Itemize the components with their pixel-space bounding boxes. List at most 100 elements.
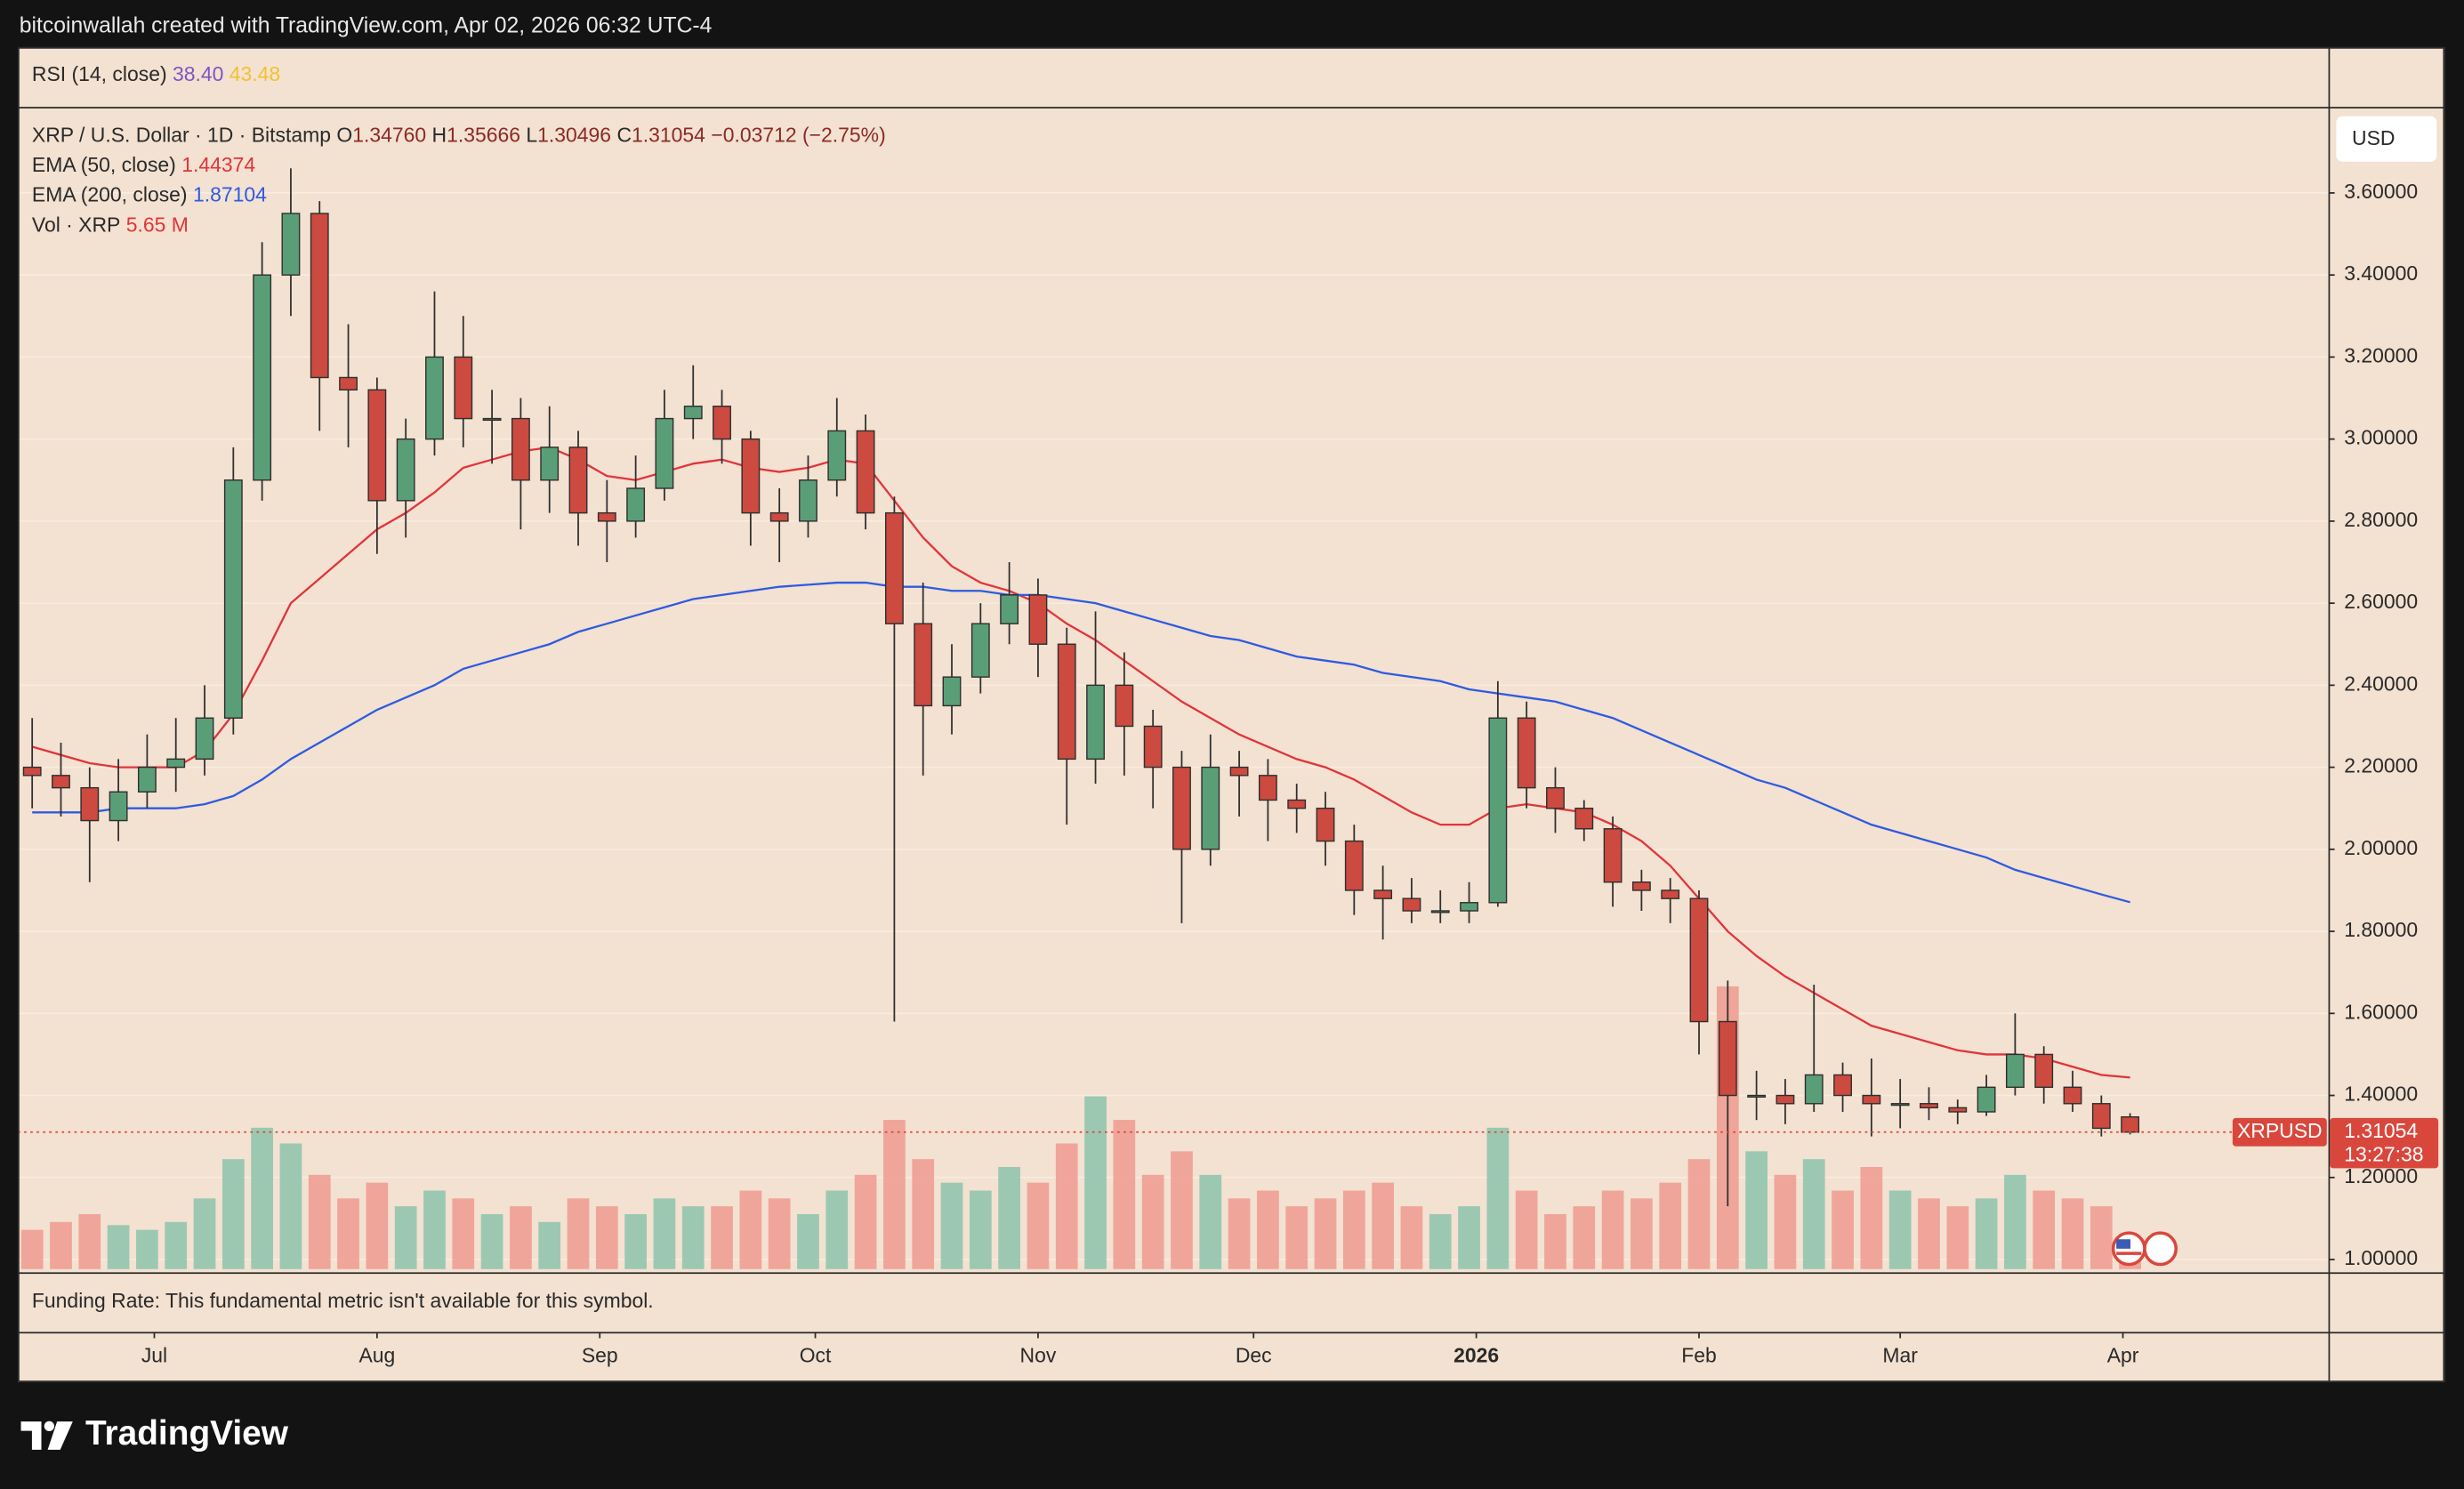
symbol-tag xyxy=(2232,1117,2327,1147)
volume-bar xyxy=(681,1206,705,1269)
candle-body xyxy=(1316,808,1335,842)
y-tick-label: 3.00000 xyxy=(2344,426,2418,449)
legend-value: 1.87104 xyxy=(193,183,267,206)
candle-body xyxy=(2121,1116,2140,1133)
currency-label: USD xyxy=(2352,126,2395,149)
volume-bar xyxy=(1975,1198,1998,1269)
y-tick-label: 2.80000 xyxy=(2344,508,2418,531)
flag-icon xyxy=(2143,1231,2178,1267)
ema-line xyxy=(32,581,2130,904)
volume-bar xyxy=(1027,1182,1050,1269)
ohlc-value: 1.30496 xyxy=(537,124,611,147)
volume-bars xyxy=(20,986,2141,1269)
volume-bar xyxy=(1084,1096,1107,1269)
volume-bar xyxy=(337,1198,359,1269)
x-tick-label: Feb xyxy=(1681,1344,1717,1367)
candle-body xyxy=(1430,910,1450,914)
volume-bar xyxy=(1573,1206,1596,1269)
candle-body xyxy=(1977,1086,1996,1113)
volume-bar xyxy=(797,1213,819,1269)
volume-bar xyxy=(107,1225,130,1269)
candle-body xyxy=(568,447,588,514)
candle-body xyxy=(1747,1094,1767,1099)
candle-body xyxy=(1804,1074,1824,1105)
volume-bar xyxy=(711,1206,733,1269)
x-tick-label: Apr xyxy=(2107,1344,2139,1367)
candle-body xyxy=(1258,775,1277,801)
x-tick-label: Aug xyxy=(358,1344,395,1367)
currency-button[interactable] xyxy=(2336,116,2437,162)
change: −0.03712 (−2.75%) xyxy=(711,124,885,147)
volume-bar xyxy=(1687,1159,1711,1269)
volume-bar xyxy=(2004,1174,2026,1269)
volume-bar xyxy=(165,1221,188,1269)
x-tick-label: Sep xyxy=(582,1344,618,1367)
volume-bar xyxy=(1631,1198,1653,1269)
candle-body xyxy=(1488,717,1508,904)
volume-bar xyxy=(825,1190,849,1269)
candle-body xyxy=(1287,799,1307,809)
logo-mark xyxy=(44,1421,54,1432)
candle-body xyxy=(1862,1094,1881,1105)
candle-body xyxy=(1115,684,1134,728)
candle-body xyxy=(655,417,674,489)
candles xyxy=(22,168,2140,1207)
volume-bar xyxy=(20,1229,44,1269)
volume-bar xyxy=(251,1127,273,1269)
candle-body xyxy=(799,479,817,522)
volume-bar xyxy=(1745,1151,1767,1269)
candle-body xyxy=(1574,808,1594,830)
volume-bar xyxy=(193,1198,216,1269)
volume-bar xyxy=(1113,1120,1136,1269)
volume-bar xyxy=(366,1182,389,1269)
price-tag xyxy=(2330,1117,2439,1169)
volume-bar xyxy=(452,1198,475,1269)
volume-bar xyxy=(1400,1206,1423,1269)
candle-body xyxy=(1689,897,1709,1023)
volume-bar xyxy=(1141,1174,1164,1269)
candle-body xyxy=(2034,1053,2054,1089)
candle-body xyxy=(281,213,301,276)
y-tick-label: 1.80000 xyxy=(2344,918,2418,941)
volume-bar xyxy=(50,1221,72,1269)
candle-body xyxy=(970,623,990,678)
volume-bar xyxy=(1055,1143,1078,1269)
volume-bar xyxy=(394,1206,417,1269)
volume-bar xyxy=(1774,1174,1797,1269)
volume-bar xyxy=(998,1167,1020,1269)
candle-body xyxy=(626,487,646,522)
ohlc-value: 1.34760 xyxy=(352,124,426,147)
candle-body xyxy=(1344,840,1364,891)
volume-bar xyxy=(1314,1198,1337,1269)
volume-bar xyxy=(538,1221,561,1269)
rsi-value: 43.48 xyxy=(229,62,280,85)
ema-line xyxy=(31,446,2130,1079)
legend-name: EMA (50, close) xyxy=(32,153,176,176)
ohlc-key: C xyxy=(616,124,632,147)
candle-body xyxy=(1833,1074,1852,1097)
tradingview-logo xyxy=(20,1421,73,1450)
legend-value: 5.65 M xyxy=(126,213,189,236)
volume-bar xyxy=(1342,1190,1365,1269)
candle-body xyxy=(1402,897,1421,912)
rsi-value: 38.40 xyxy=(173,62,223,85)
x-tick-label: Nov xyxy=(1020,1344,1057,1367)
volume-bar xyxy=(279,1143,302,1269)
candle-body xyxy=(1000,594,1019,624)
grid xyxy=(18,192,2329,1260)
flag-icon xyxy=(2116,1239,2131,1249)
candle-body xyxy=(482,417,502,422)
volume-bar xyxy=(567,1198,590,1269)
volume-bar xyxy=(1228,1198,1251,1269)
volume-bar xyxy=(1486,1127,1510,1269)
candle-body xyxy=(1028,594,1048,645)
axes: 1.000001.200001.400001.600001.800002.000… xyxy=(18,180,2439,1367)
volume-bar xyxy=(2033,1190,2056,1269)
volume-bar xyxy=(136,1229,158,1269)
countdown: 13:27:38 xyxy=(2344,1142,2423,1165)
volume-bar xyxy=(1285,1206,1308,1269)
volume-bar xyxy=(1659,1182,1682,1269)
candle-body xyxy=(1057,643,1076,761)
event-flags xyxy=(2111,1231,2178,1267)
y-tick-label: 1.60000 xyxy=(2344,1000,2418,1023)
